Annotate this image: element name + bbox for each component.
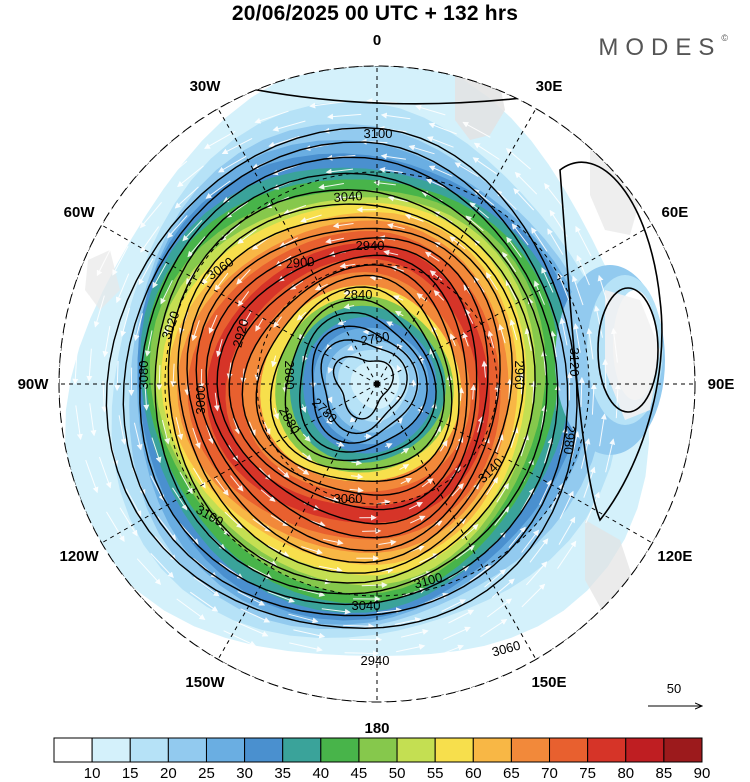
colorbar-swatch: [282, 737, 322, 763]
contour-label-text: 3000: [193, 386, 208, 415]
longitude-label: 60E: [662, 204, 689, 221]
longitude-label: 150E: [531, 674, 566, 691]
colorbar-swatch: [663, 737, 703, 763]
colorbar-tick-label: 80: [617, 765, 634, 782]
contour-label-text: 3040: [333, 188, 363, 205]
contour-label-text: 2960: [512, 361, 527, 390]
colorbar-swatch: [167, 737, 207, 763]
contour-label: 3060: [334, 491, 363, 506]
brand-name: MODES: [598, 34, 722, 61]
contour-label: 2940: [361, 653, 390, 668]
colorbar-tick-label: 85: [656, 765, 673, 782]
vector-reference-label: 50: [667, 681, 681, 696]
contour-label: 3040: [352, 598, 381, 613]
contour-label: 2800: [282, 361, 297, 390]
colorbar-swatch: [625, 737, 665, 763]
contour-label: 2900: [285, 254, 315, 271]
contour-label: 3120: [567, 348, 582, 377]
colorbar-tick-label: 10: [84, 765, 101, 782]
contour-label-text: 3120: [567, 348, 582, 377]
contour-label-text: 3040: [352, 598, 381, 613]
contour-label: 3000: [193, 386, 208, 415]
longitude-label: 60W: [64, 204, 96, 221]
contour-label-text: 2800: [282, 361, 297, 390]
longitude-label: 30E: [536, 78, 563, 95]
longitude-label: 90E: [708, 376, 735, 393]
longitude-label: 90W: [18, 376, 50, 393]
contour-label: 3060: [490, 637, 522, 659]
colorbar-swatch: [587, 737, 627, 763]
contour-label: 3100: [364, 126, 393, 141]
contour-label: 3080: [136, 361, 151, 390]
colorbar-swatch: [396, 737, 436, 763]
contour-label-text: 3100: [364, 126, 393, 141]
longitude-label: 30W: [190, 78, 222, 95]
contour-label-text: 3100: [412, 569, 444, 591]
contour-label-text: 2940: [356, 238, 385, 253]
colorbar-tick-label: 55: [427, 765, 444, 782]
contour-label-text: 3060: [334, 491, 363, 506]
colorbar-tick-label: 25: [198, 765, 215, 782]
longitude-label: 180: [364, 720, 389, 737]
colorbar-swatch: [205, 737, 246, 763]
colorbar-swatch: [53, 737, 93, 763]
vector-reference: 50: [648, 681, 702, 706]
contour-label: 2760: [360, 329, 391, 349]
wind-streamlines: [72, 98, 621, 670]
contour-label: 2940: [356, 238, 385, 253]
contour-label-text: 3060: [490, 637, 522, 659]
colorbar-swatch: [358, 737, 398, 763]
colorbar-swatch: [549, 737, 589, 763]
contour-label-text: 3080: [136, 361, 151, 390]
colorbar-tick-label: 20: [160, 765, 177, 782]
contour-label-text: 2920: [229, 317, 251, 349]
contour-label-text: 2760: [360, 329, 391, 349]
map-boundary: [58, 65, 696, 703]
colorbar-tick-label: 50: [389, 765, 406, 782]
colorbar-tick-label: 70: [541, 765, 558, 782]
longitude-label: 150W: [185, 674, 225, 691]
lat-lon-gridlines: [59, 66, 695, 702]
colorbar-swatch: [320, 737, 360, 763]
map-title: 20/06/2025 00 UTC + 132 hrs: [231, 2, 519, 25]
colorbar-swatch: [91, 737, 131, 763]
longitude-label: 120W: [60, 548, 100, 565]
contour-label-text: 2980: [561, 425, 578, 455]
copyright-mark: ©: [721, 33, 728, 43]
contour-label: 2840: [344, 287, 373, 302]
longitude-label: 0: [373, 32, 381, 49]
colorbar-tick-label: 40: [312, 765, 329, 782]
longitude-labels: 0 30E 60E 90E 120E 150E 180 150W 120W 90W 60W 30W: [18, 32, 735, 737]
contour-label-text: 2940: [361, 653, 390, 668]
contour-label: 3040: [333, 188, 363, 205]
colorbar-tick-label: 45: [351, 765, 368, 782]
colorbar-tick-label: 60: [465, 765, 482, 782]
contour-label-text: 2840: [344, 287, 373, 302]
colorbar-tick-label: 75: [579, 765, 596, 782]
colorbar-tick-label: 90: [694, 765, 711, 782]
contour-label: 3100: [412, 569, 444, 591]
contour-label: 2980: [561, 425, 578, 455]
contour-label-text: 2900: [285, 254, 315, 271]
colorbar-tick-label: 65: [503, 765, 520, 782]
contour-label: 2920: [229, 317, 251, 349]
wind-speed-field: [59, 66, 695, 702]
colorbar-swatch: [244, 737, 284, 763]
colorbar-swatch: [434, 737, 474, 763]
colorbar-swatch: [510, 737, 551, 763]
colorbar-tick-label: 15: [122, 765, 139, 782]
colorbar: 10 15 20 25 30 35 40 45 50 55 60 65 70 75 80 85 90: [53, 737, 711, 782]
longitude-label: 120E: [657, 548, 692, 565]
colorbar-tick-label: 30: [236, 765, 253, 782]
brand-logo: MODES©: [598, 33, 728, 62]
colorbar-swatch: [129, 737, 169, 763]
south-pole-marker: [374, 381, 380, 387]
colorbar-tick-label: 35: [274, 765, 291, 782]
colorbar-swatch: [472, 737, 512, 763]
contour-label: 2960: [512, 361, 527, 390]
